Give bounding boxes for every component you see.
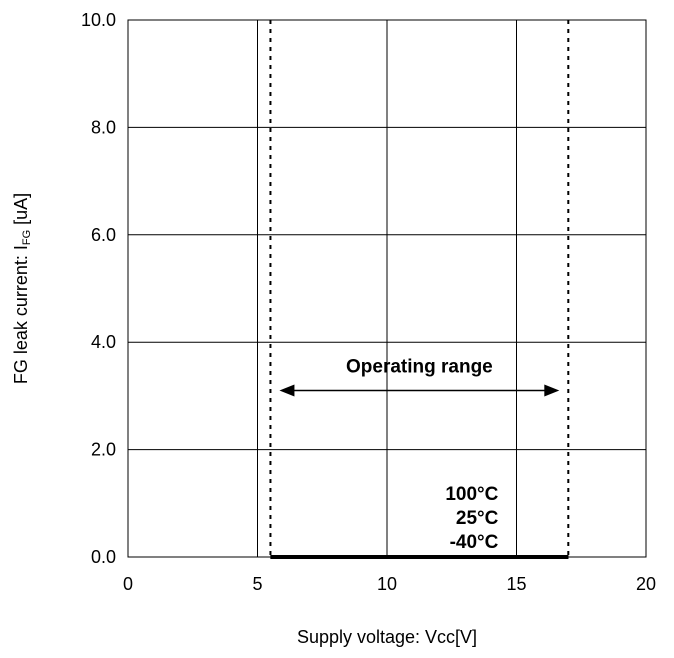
y-axis-title-subscript: FG: [21, 230, 33, 245]
y-tick-label-10.0: 10.0: [81, 10, 116, 30]
series-label-2: -40°C: [450, 532, 499, 553]
y-tick-label-4.0: 4.0: [91, 332, 116, 352]
x-tick-label-0: 0: [123, 574, 133, 594]
y-axis-title: FG leak current: IFG [uA]: [11, 193, 33, 384]
arrow-head-right: [544, 384, 560, 397]
arrow-head-left: [279, 384, 295, 397]
series-label-0: 100°C: [445, 484, 498, 505]
y-axis-title-unit: [uA]: [11, 193, 31, 230]
y-tick-label-8.0: 8.0: [91, 117, 116, 137]
x-tick-label-10: 10: [377, 574, 397, 594]
x-axis-title: Supply voltage: Vcc[V]: [297, 627, 477, 647]
series-label-1: 25°C: [456, 508, 499, 529]
y-tick-label-6.0: 6.0: [91, 225, 116, 245]
y-tick-label-0.0: 0.0: [91, 547, 116, 567]
x-tick-label-5: 5: [252, 574, 262, 594]
tick-labels: 0 5 10 15 20 0.0 2.0 4.0 6.0 8.0 10.0: [81, 10, 656, 594]
x-tick-label-20: 20: [636, 574, 656, 594]
operating-range-lines: [269, 20, 570, 557]
series-labels: 100°C 25°C -40°C: [445, 484, 498, 553]
x-tick-label-15: 15: [506, 574, 526, 594]
operating-range-arrow: [279, 384, 560, 397]
grid: [128, 20, 646, 557]
y-tick-label-2.0: 2.0: [91, 440, 116, 460]
y-axis-title-main: FG leak current: I: [11, 245, 31, 384]
operating-range-label: Operating range: [346, 357, 493, 378]
